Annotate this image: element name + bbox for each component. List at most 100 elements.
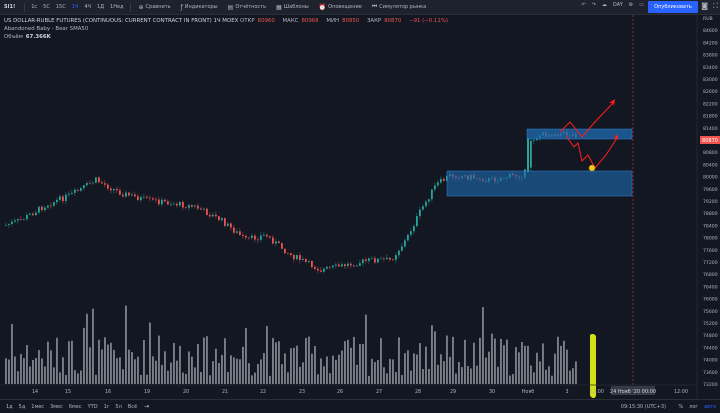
volume-bar: [461, 367, 463, 384]
volume-bar: [47, 341, 49, 384]
timeframe-1d[interactable]: 1Д: [96, 4, 105, 10]
volume-bar: [179, 345, 181, 384]
volume-bar: [149, 322, 151, 384]
timeframe-4h[interactable]: 4Ч: [84, 4, 91, 10]
price-currency-label: RUB: [703, 16, 713, 22]
candle-body: [8, 224, 10, 225]
range-ytd[interactable]: YTD: [87, 403, 98, 410]
volume-bar: [227, 371, 229, 384]
candle-body: [137, 196, 139, 201]
timeframe-5s[interactable]: 5С: [43, 4, 50, 10]
volume-bar: [107, 344, 109, 384]
volume-bar: [296, 345, 298, 384]
volume-bar: [170, 362, 172, 384]
price-tick-label: 74800: [703, 333, 718, 339]
low-label: МИН: [326, 18, 340, 24]
candle-body: [290, 253, 292, 255]
volume-bar: [371, 358, 373, 384]
publish-button[interactable]: Опубликовать: [648, 1, 698, 13]
volume-label[interactable]: Объём: [4, 34, 23, 40]
percent-toggle[interactable]: %: [678, 403, 684, 410]
financials-button[interactable]: ▤ Отчётность: [223, 4, 271, 11]
candle-body: [416, 216, 418, 227]
templates-button[interactable]: ▦ Шаблоны: [271, 4, 314, 11]
volume-bar: [404, 353, 406, 384]
indicator-name[interactable]: Abandoned Baby - Bear: [4, 26, 68, 32]
candle-body: [404, 240, 406, 247]
range-3m[interactable]: 3мес: [50, 403, 63, 410]
undo-icon[interactable]: ↶: [581, 2, 586, 8]
range-all[interactable]: Всё: [127, 403, 138, 410]
price-tick-label: 78400: [703, 223, 718, 229]
replay-button[interactable]: ⏮ Симулятор рынка: [367, 3, 431, 11]
indicators-button[interactable]: ƒ Индикаторы: [176, 4, 223, 11]
volume-bar: [266, 326, 268, 384]
price-tick-label: 78000: [703, 236, 718, 242]
volume-bar: [221, 354, 223, 384]
highlighter-mark[interactable]: [590, 333, 596, 398]
fullscreen-icon[interactable]: ⛶: [713, 2, 718, 10]
go-to-date-icon[interactable]: ⇥: [144, 403, 150, 410]
camera-icon[interactable]: ◙: [701, 2, 708, 10]
candle-body: [212, 214, 214, 217]
volume-bar: [557, 336, 559, 384]
range-6m[interactable]: 6мес: [68, 403, 82, 410]
volume-bar: [539, 361, 541, 384]
redo-icon[interactable]: ↷: [591, 2, 596, 8]
volume-bar: [452, 336, 454, 384]
range-5y[interactable]: 5л: [115, 403, 122, 410]
bottom-toolbar: 1д 5д 1мес 3мес 6мес YTD 1г 5л Всё ⇥ 09:…: [0, 399, 720, 413]
layout-name[interactable]: DAY: [612, 2, 623, 8]
candle-body: [356, 265, 358, 267]
price-chart[interactable]: RUB 84600 84200 83800 83400 83000 82600 82200 81…: [0, 15, 720, 399]
alert-button[interactable]: ⏰ Оповещение: [314, 4, 367, 11]
candle-body: [80, 188, 82, 191]
volume-bar: [134, 359, 136, 384]
compare-button[interactable]: ⊕ Сравнить: [134, 4, 176, 11]
symbol-title[interactable]: US DOLLAR-RUBLE FUTURES (CONTINUOUS: CUR…: [4, 18, 212, 24]
candle-body: [386, 257, 388, 260]
symbol-search[interactable]: SI1!: [4, 4, 16, 10]
candle-body: [371, 258, 373, 259]
arrow-head-icon: [613, 134, 618, 141]
candle-body: [233, 227, 235, 233]
volume-bar: [185, 373, 187, 384]
volume-bar: [194, 367, 196, 384]
timeframe-1w[interactable]: 1Нед: [110, 4, 124, 10]
fullscreen-layout-icon[interactable]: ▭: [639, 2, 644, 8]
timeframe-1h[interactable]: 1Ч: [71, 4, 79, 10]
price-tick-label: 79200: [703, 199, 718, 205]
bull-projection-line[interactable]: [559, 102, 614, 138]
target-marker[interactable]: [588, 164, 596, 172]
volume-bar: [494, 338, 496, 384]
volume-bar: [104, 337, 106, 384]
range-1y[interactable]: 1г: [103, 403, 110, 410]
price-tick-label: 83000: [703, 77, 718, 83]
volume-bar: [302, 362, 304, 384]
timeframe-15s[interactable]: 15С: [55, 4, 66, 10]
candle-body: [230, 223, 232, 228]
auto-toggle[interactable]: авто: [704, 403, 716, 410]
volume-bar: [83, 327, 85, 384]
clock[interactable]: 09:15:30 (UTC+3): [620, 403, 666, 410]
volume-bar: [356, 364, 358, 384]
volume-bar: [278, 341, 280, 384]
volume-bar: [503, 345, 505, 384]
range-1d[interactable]: 1д: [6, 403, 13, 410]
timeframe-1s[interactable]: 1с: [31, 4, 38, 10]
volume-bar: [575, 361, 577, 384]
layout-cloud-icon[interactable]: ☁: [601, 2, 607, 8]
settings-gear-icon[interactable]: ⚙: [628, 2, 634, 8]
bear-projection-line[interactable]: [565, 135, 618, 169]
candle-body: [302, 259, 304, 260]
volume-bar: [200, 372, 202, 384]
range-1m[interactable]: 1мес: [31, 403, 45, 410]
candle-body: [245, 235, 247, 238]
time-axis[interactable]: 14 15 16 19 20 21 22 23 26 27 28 29 30 Нояб 3 12:00 12:0…: [32, 389, 688, 395]
candle-body: [269, 236, 271, 238]
volume-bar: [506, 339, 508, 384]
candle-body: [359, 263, 361, 266]
log-toggle[interactable]: лог: [689, 403, 699, 410]
support-zone[interactable]: [446, 170, 633, 197]
range-5d[interactable]: 5д: [18, 403, 26, 410]
